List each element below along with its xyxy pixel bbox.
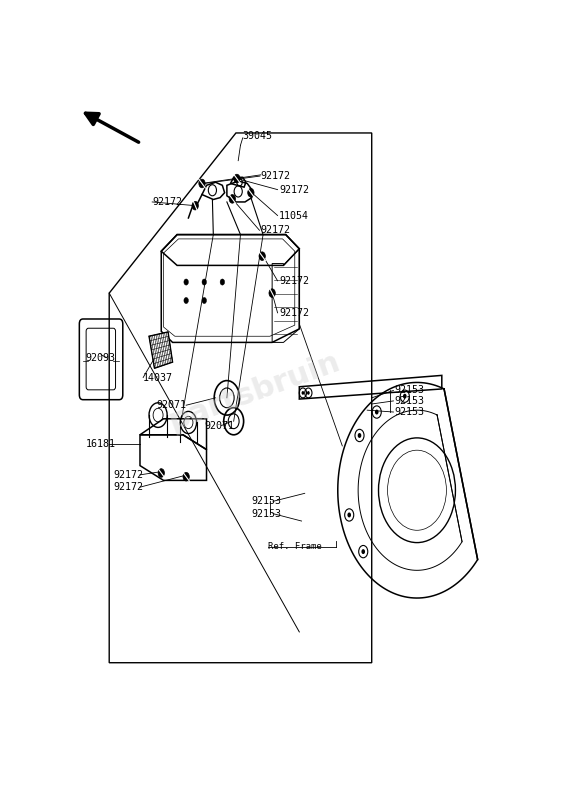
Text: 92071: 92071 [204, 421, 234, 430]
Circle shape [220, 279, 225, 285]
Circle shape [375, 410, 378, 414]
Text: 92172: 92172 [261, 226, 291, 235]
Text: 92172: 92172 [279, 308, 309, 318]
Circle shape [184, 298, 189, 303]
Circle shape [229, 194, 235, 203]
Circle shape [357, 433, 361, 438]
Circle shape [184, 279, 189, 285]
Text: partsbruin: partsbruin [164, 347, 344, 436]
Circle shape [199, 179, 205, 188]
Circle shape [183, 472, 189, 481]
Text: 92172: 92172 [261, 171, 291, 181]
Circle shape [347, 513, 351, 518]
Circle shape [403, 394, 406, 398]
Text: 11054: 11054 [279, 210, 309, 221]
Circle shape [301, 391, 304, 394]
Text: 92172: 92172 [114, 470, 144, 480]
Text: 92153: 92153 [252, 509, 281, 518]
Text: 92153: 92153 [394, 386, 425, 395]
Text: 92153: 92153 [394, 407, 425, 417]
Text: 39045: 39045 [243, 131, 273, 141]
Circle shape [234, 174, 240, 183]
Polygon shape [149, 332, 173, 368]
Text: 16181: 16181 [86, 439, 116, 449]
Circle shape [202, 298, 207, 303]
Text: 92093: 92093 [86, 353, 116, 363]
Circle shape [259, 252, 265, 261]
Circle shape [202, 279, 207, 285]
Circle shape [248, 188, 254, 197]
Text: 92153: 92153 [394, 396, 425, 406]
Circle shape [269, 289, 275, 298]
Text: 92153: 92153 [252, 496, 281, 506]
Text: 92172: 92172 [279, 185, 309, 194]
Text: 92172: 92172 [279, 276, 309, 286]
Circle shape [192, 202, 199, 210]
Text: 92172: 92172 [152, 197, 182, 207]
Circle shape [158, 469, 165, 478]
Circle shape [361, 549, 365, 554]
Text: 92172: 92172 [114, 482, 144, 492]
Text: 92071: 92071 [157, 400, 187, 410]
Text: Ref. Frame: Ref. Frame [267, 542, 321, 551]
Circle shape [307, 391, 310, 394]
Text: 14037: 14037 [143, 373, 173, 382]
